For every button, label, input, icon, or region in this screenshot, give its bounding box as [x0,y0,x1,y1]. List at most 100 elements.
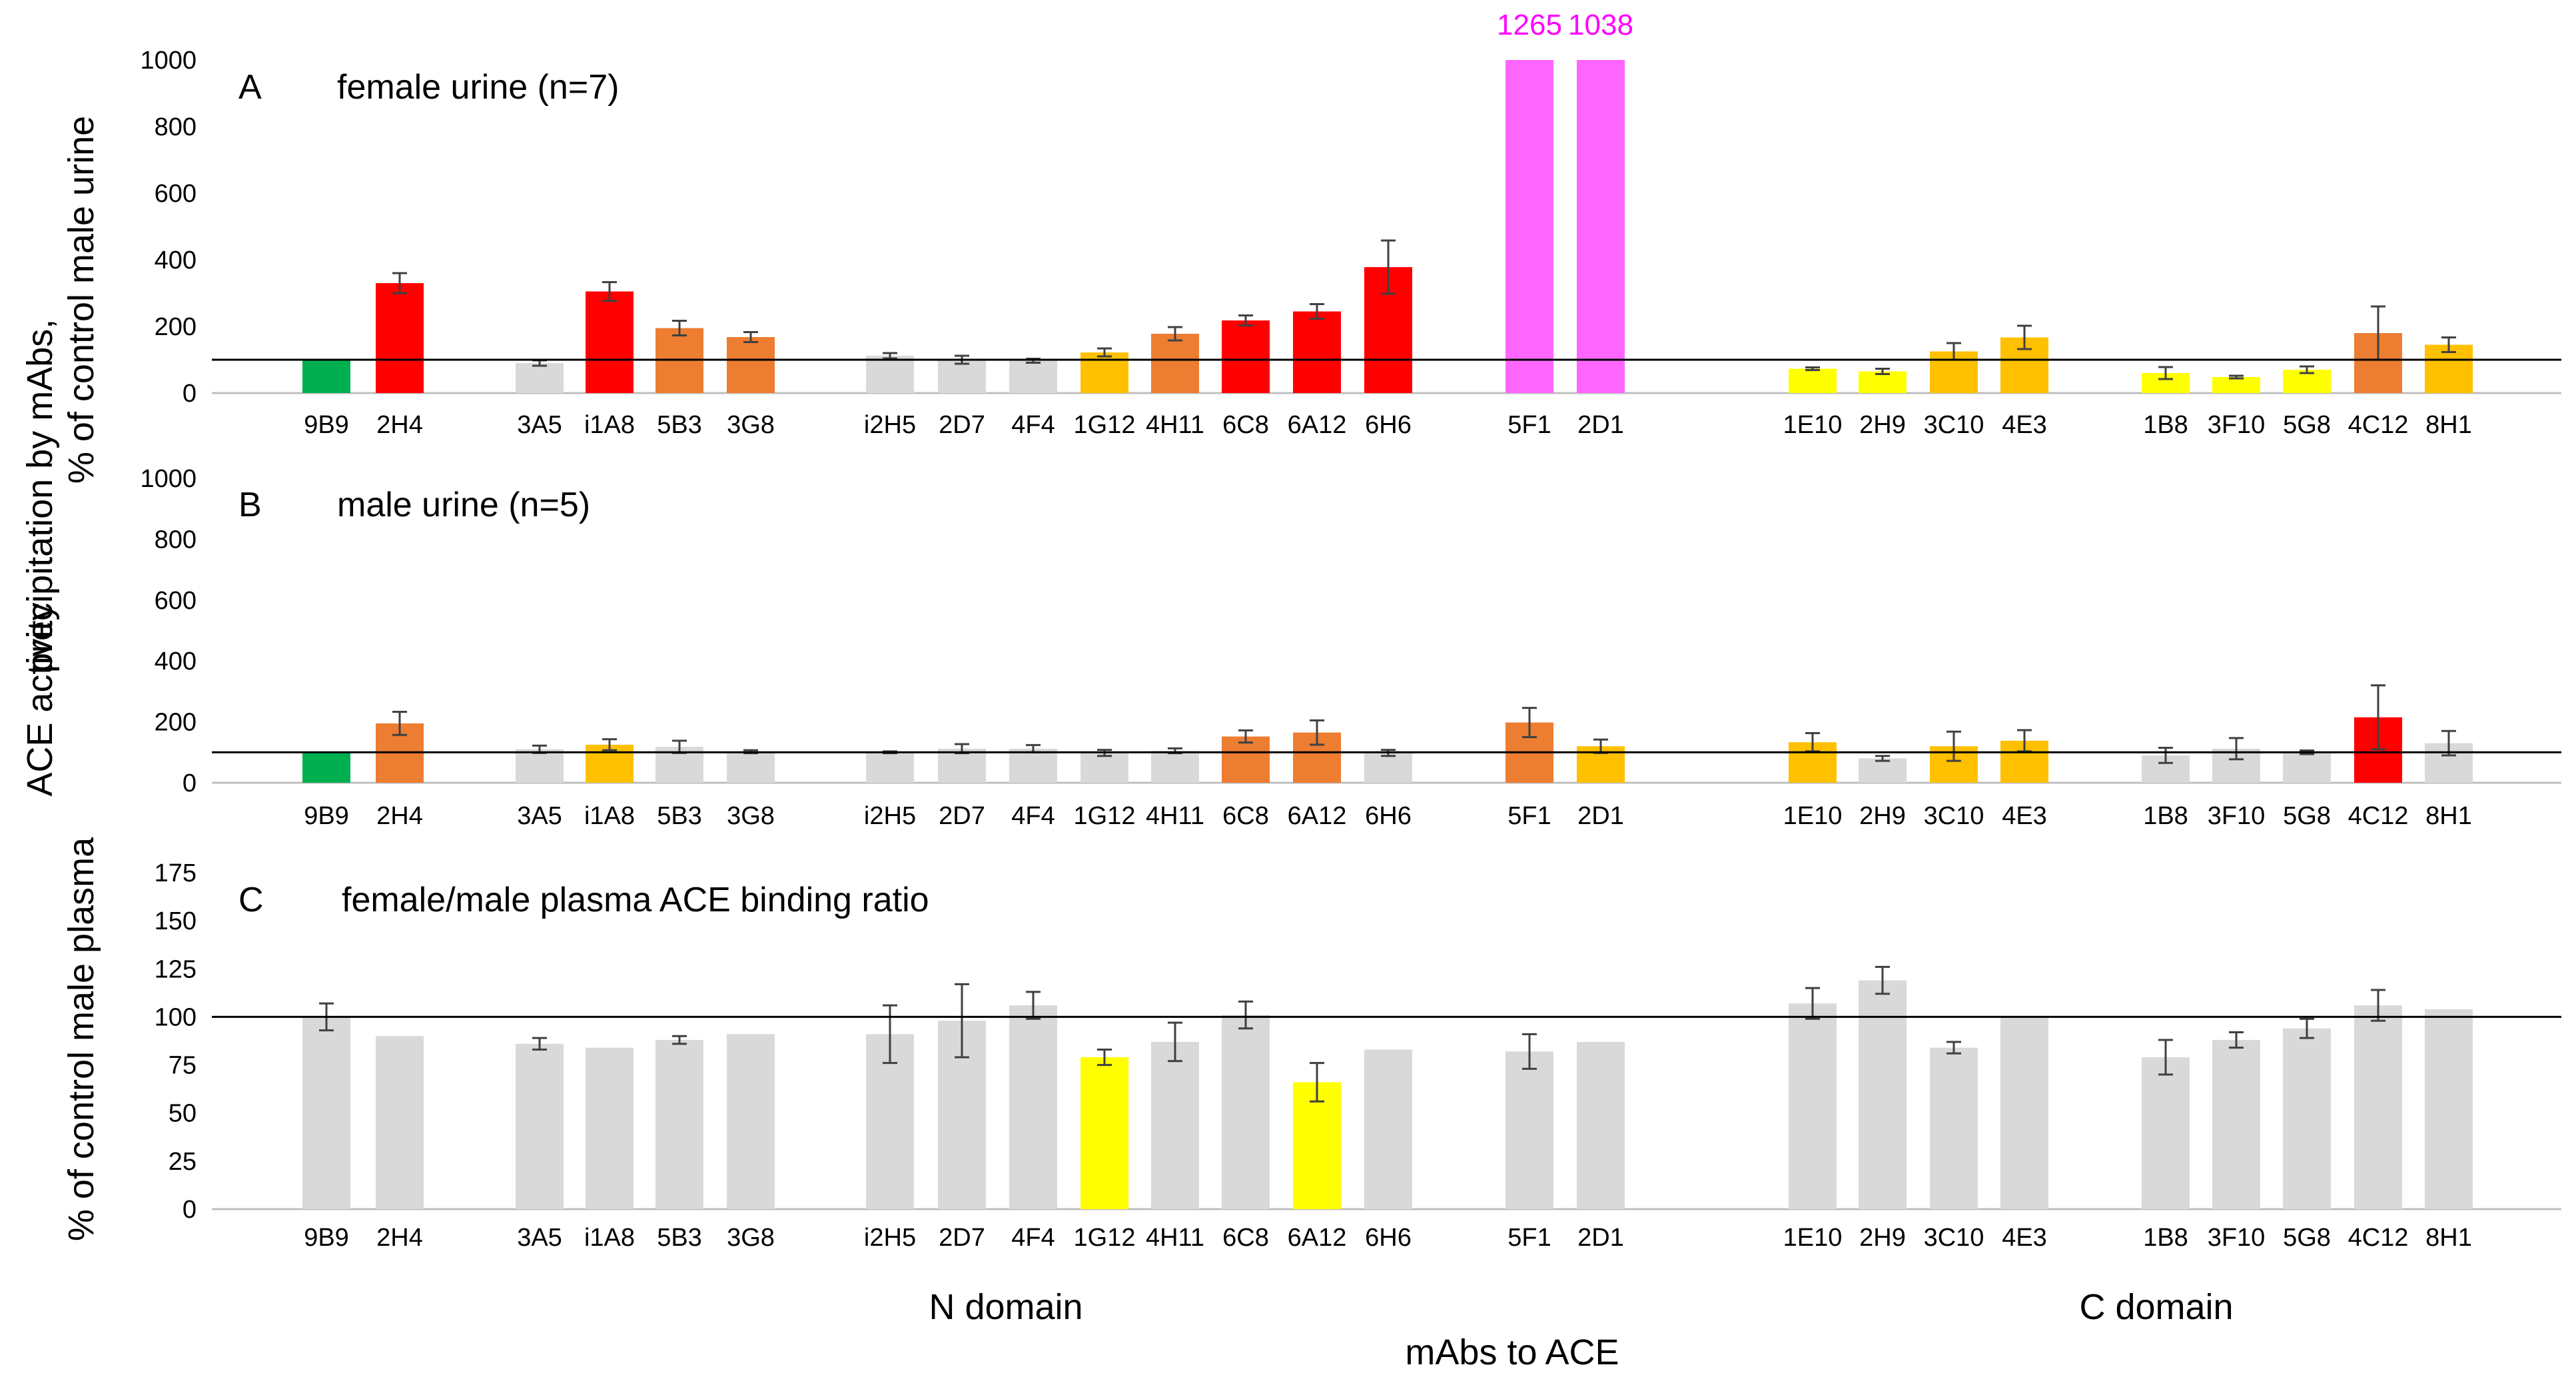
bar-3A5 [516,363,564,393]
category-label: 6A12 [1288,411,1347,439]
y-tick-label: 800 [155,113,197,141]
category-label: i2H5 [864,802,916,830]
category-label: 4E3 [2002,1224,2047,1252]
category-label: 8H1 [2425,802,2472,830]
panel-title: female urine (n=7) [337,68,619,107]
bar-1E10 [1789,368,1837,393]
category-label: 2D1 [1577,411,1624,439]
category-label: 2H9 [1859,1224,1906,1252]
panel-title: female/male plasma ACE binding ratio [342,881,929,919]
y-tick-label: 0 [183,769,197,797]
y-tick-label: 400 [155,648,197,676]
bar-2H4 [376,283,424,393]
y-tick-label: 0 [183,380,197,408]
y-axis-label-bottom: % of control male plasma [61,837,101,1241]
panel-letter: C [238,881,264,919]
category-label: 4H11 [1146,1224,1204,1252]
bar-5G8 [2283,1028,2331,1209]
bar-i2H5 [866,356,914,393]
y-axis-label-shared: ACE activity [20,602,60,796]
category-label: 2H9 [1859,802,1906,830]
bar-4C12 [2354,1005,2402,1209]
category-label: 8H1 [2425,1224,2472,1252]
y-tick-label: 0 [183,1196,197,1224]
bar-5B3 [655,1040,703,1209]
overflow-value-label: 1038 [1568,9,1633,41]
category-label: 6H6 [1365,802,1412,830]
y-tick-label: 800 [155,526,197,554]
category-label: 6C8 [1222,411,1269,439]
category-label: 4E3 [2002,411,2047,439]
bar-3C10 [1930,1047,1978,1209]
category-label: 5F1 [1507,411,1551,439]
category-label: 5B3 [657,1224,702,1252]
category-label: 4E3 [2002,802,2047,830]
category-label: 6A12 [1288,802,1347,830]
panel-title: male urine (n=5) [337,486,590,524]
bar-2H9 [1859,980,1907,1209]
category-label: 3C10 [1924,1224,1984,1252]
category-label: 3A5 [517,802,562,830]
bar-2D7 [938,748,986,783]
category-label: 2D7 [939,802,985,830]
category-label: 2D7 [939,411,985,439]
category-label: 3F10 [2208,411,2266,439]
bar-6A12 [1293,311,1341,393]
y-tick-label: 200 [155,313,197,341]
y-tick-label: 1000 [140,47,197,75]
bar-5F1 [1505,1051,1553,1209]
category-label: 3C10 [1924,411,1984,439]
bar-4H11 [1151,751,1199,783]
overflow-value-label: 1265 [1497,9,1562,41]
panel-a: 0 200 400 600 800 1000 9B9 2H4 3A5 i1A8 5B3 3G8 i2H5… [140,9,2561,439]
bar-9B9 [302,752,350,783]
category-label: 8H1 [2425,411,2472,439]
y-tick-label: 125 [155,955,197,983]
bar-6C8 [1222,736,1270,783]
bar-4F4 [1009,748,1057,783]
category-label: 3F10 [2208,1224,2266,1252]
bar-9B9 [302,1017,350,1209]
category-label: 5G8 [2283,1224,2331,1252]
category-label: 3G8 [727,411,775,439]
category-label: 5F1 [1507,802,1551,830]
category-label: 6C8 [1222,802,1269,830]
bar-i1A8 [586,291,634,393]
category-label: 4H11 [1146,802,1204,830]
bar-1E10 [1789,1003,1837,1209]
category-label: 2H4 [376,1224,423,1252]
category-label: 6H6 [1365,411,1412,439]
panel-letter: A [238,68,262,107]
bar-1G12 [1080,1057,1128,1209]
category-label: 9B9 [304,802,349,830]
category-label: 9B9 [304,411,349,439]
category-label: i1A8 [584,1224,635,1252]
category-label: 1E10 [1783,1224,1843,1252]
y-axis-label-top-line1: precipitation by mAbs, [20,319,60,673]
bar-3G8 [727,751,775,783]
category-label: i2H5 [864,411,916,439]
category-label: 1G12 [1074,1224,1136,1252]
category-label: 4H11 [1146,411,1204,439]
bar-4H11 [1151,334,1199,393]
bar-4H11 [1151,1041,1199,1209]
bar-8H1 [2425,1009,2473,1209]
category-label: 4F4 [1011,802,1055,830]
category-label: i2H5 [864,1224,916,1252]
category-label: 5G8 [2283,411,2331,439]
bar-i2H5 [866,752,914,783]
category-label: 1B8 [2143,802,2188,830]
bar-6C8 [1222,1015,1270,1209]
y-tick-label: 200 [155,709,197,737]
bar-1G12 [1080,352,1128,393]
category-label: 5G8 [2283,802,2331,830]
y-tick-label: 25 [169,1148,197,1176]
y-tick-label: 100 [155,1003,197,1031]
panel-b: 0 200 400 600 800 1000 9B9 2H4 3A5 i1A8 5B3 3G8 i2H5… [140,465,2561,830]
bar-3G8 [727,337,775,393]
category-label: 3A5 [517,1224,562,1252]
y-tick-label: 1000 [140,465,197,493]
bar-4F4 [1009,1005,1057,1209]
